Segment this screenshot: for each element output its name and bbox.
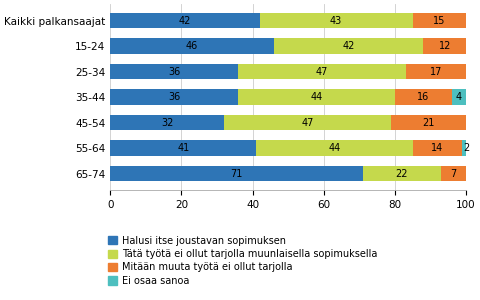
Text: 71: 71 bbox=[230, 169, 243, 178]
Bar bbox=[413, 140, 462, 156]
Bar bbox=[462, 140, 469, 156]
Bar bbox=[110, 64, 239, 80]
Bar bbox=[110, 89, 239, 105]
Text: 47: 47 bbox=[316, 67, 328, 76]
Text: 2: 2 bbox=[463, 143, 469, 153]
Bar bbox=[256, 140, 413, 156]
Text: 17: 17 bbox=[430, 67, 442, 76]
Text: 15: 15 bbox=[433, 16, 445, 26]
Bar bbox=[110, 38, 274, 54]
Bar bbox=[391, 115, 466, 130]
Text: 36: 36 bbox=[168, 92, 180, 102]
Bar bbox=[224, 115, 391, 130]
Bar bbox=[239, 89, 395, 105]
Text: 32: 32 bbox=[161, 118, 173, 128]
Text: 21: 21 bbox=[422, 118, 435, 128]
Bar bbox=[452, 89, 466, 105]
Bar bbox=[110, 166, 363, 182]
Bar bbox=[110, 140, 256, 156]
Bar bbox=[363, 166, 441, 182]
Text: 44: 44 bbox=[311, 92, 323, 102]
Text: 22: 22 bbox=[396, 169, 408, 178]
Text: 4: 4 bbox=[456, 92, 462, 102]
Text: 14: 14 bbox=[432, 143, 444, 153]
Text: 16: 16 bbox=[417, 92, 430, 102]
Bar bbox=[260, 13, 413, 28]
Bar bbox=[441, 166, 466, 182]
Text: 42: 42 bbox=[342, 41, 355, 51]
Text: 36: 36 bbox=[168, 67, 180, 76]
Bar bbox=[239, 64, 406, 80]
Text: 42: 42 bbox=[179, 16, 191, 26]
Bar bbox=[110, 13, 260, 28]
Text: 43: 43 bbox=[330, 16, 342, 26]
Bar bbox=[406, 64, 466, 80]
Text: 44: 44 bbox=[328, 143, 340, 153]
Text: 7: 7 bbox=[450, 169, 456, 178]
Text: 12: 12 bbox=[439, 41, 451, 51]
Text: 47: 47 bbox=[301, 118, 314, 128]
Legend: Halusi itse joustavan sopimuksen, Tätä työtä ei ollut tarjolla muunlaisella sopi: Halusi itse joustavan sopimuksen, Tätä t… bbox=[108, 236, 377, 286]
Text: 46: 46 bbox=[186, 41, 198, 51]
Bar bbox=[423, 38, 466, 54]
Bar bbox=[413, 13, 466, 28]
Bar bbox=[395, 89, 452, 105]
Text: 41: 41 bbox=[177, 143, 189, 153]
Bar bbox=[274, 38, 423, 54]
Bar bbox=[110, 115, 224, 130]
